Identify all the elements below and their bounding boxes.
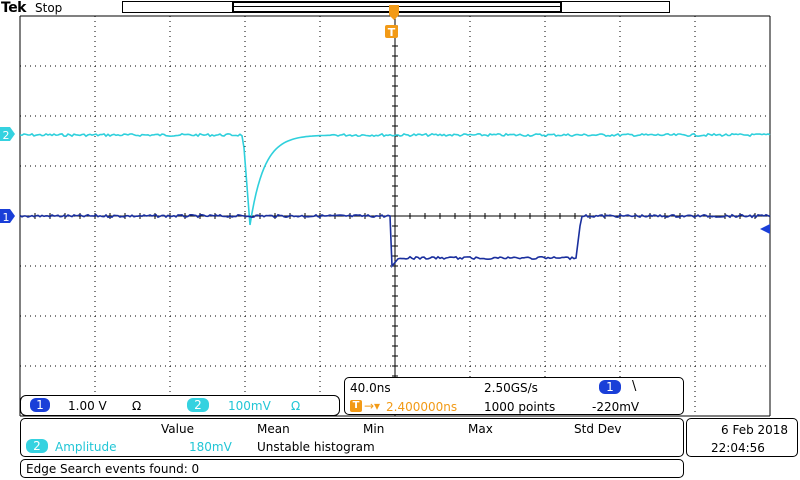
sample-rate-readout: 2.50GS/s xyxy=(484,381,538,395)
ch2-ground-marker[interactable]: 2 xyxy=(0,127,15,142)
ch2-badge[interactable]: 2 xyxy=(187,398,209,412)
ch1-scale[interactable]: 1.00 V xyxy=(68,399,107,413)
trigger-marker-label: T xyxy=(388,26,396,39)
ch1-badge[interactable]: 1 xyxy=(30,398,50,412)
measure-header-min: Min xyxy=(363,422,385,436)
ch1-waveform xyxy=(19,213,771,269)
trigger-source-badge[interactable]: 1 xyxy=(599,380,621,394)
trigger-position-readout[interactable]: 2.400000ns xyxy=(386,400,458,414)
vertical-settings-panel: 1 1.00 V Ω 2 100mV Ω xyxy=(20,395,340,416)
ch1-marker-label: 1 xyxy=(3,211,10,224)
ch2-coupling: Ω xyxy=(291,399,301,413)
horizontal-settings-panel: 40.0ns 2.50GS/s 1 \ T →▾ 2.400000ns 1000… xyxy=(344,377,684,415)
date-readout: 6 Feb 2018 xyxy=(721,423,789,437)
measure-header-mean: Mean xyxy=(257,422,290,436)
measure-name[interactable]: Amplitude xyxy=(55,440,117,454)
ch2-waveform xyxy=(19,132,771,226)
ch2-marker-label: 2 xyxy=(3,129,10,142)
trigger-level-readout[interactable]: -220mV xyxy=(592,400,640,414)
datetime-panel: 6 Feb 2018 22:04:56 xyxy=(686,418,798,457)
ch1-ground-marker[interactable]: 1 xyxy=(0,209,15,224)
trigger-level-marker[interactable] xyxy=(760,224,770,234)
trigger-position-marker[interactable]: T xyxy=(385,5,399,39)
trigger-slope-icon[interactable]: \ xyxy=(632,379,637,394)
trigger-arrow-icon: →▾ xyxy=(364,399,381,413)
measure-header-max: Max xyxy=(468,422,493,436)
trigger-position-icon: T xyxy=(350,400,362,412)
measure-value: 180mV xyxy=(189,440,232,454)
measure-mean: Unstable histogram xyxy=(257,440,375,454)
timebase-readout[interactable]: 40.0ns xyxy=(350,381,391,395)
measure-header-std-dev: Std Dev xyxy=(574,422,622,436)
brand-logo: Tek xyxy=(1,0,27,16)
record-length-readout[interactable]: 1000 points xyxy=(484,400,556,414)
search-status-panel: Edge Search events found: 0 xyxy=(20,459,684,478)
measure-header-value: Value xyxy=(161,422,194,436)
acquisition-status: Stop xyxy=(35,1,63,15)
ch2-scale[interactable]: 100mV xyxy=(228,399,271,413)
search-status-text: Edge Search events found: 0 xyxy=(26,462,200,476)
ch1-coupling: Ω xyxy=(132,399,142,413)
measurements-panel: Value Mean Min Max Std Dev 2 Amplitude 1… xyxy=(20,418,684,457)
time-readout: 22:04:56 xyxy=(711,441,765,455)
measure-source-badge[interactable]: 2 xyxy=(26,439,48,453)
